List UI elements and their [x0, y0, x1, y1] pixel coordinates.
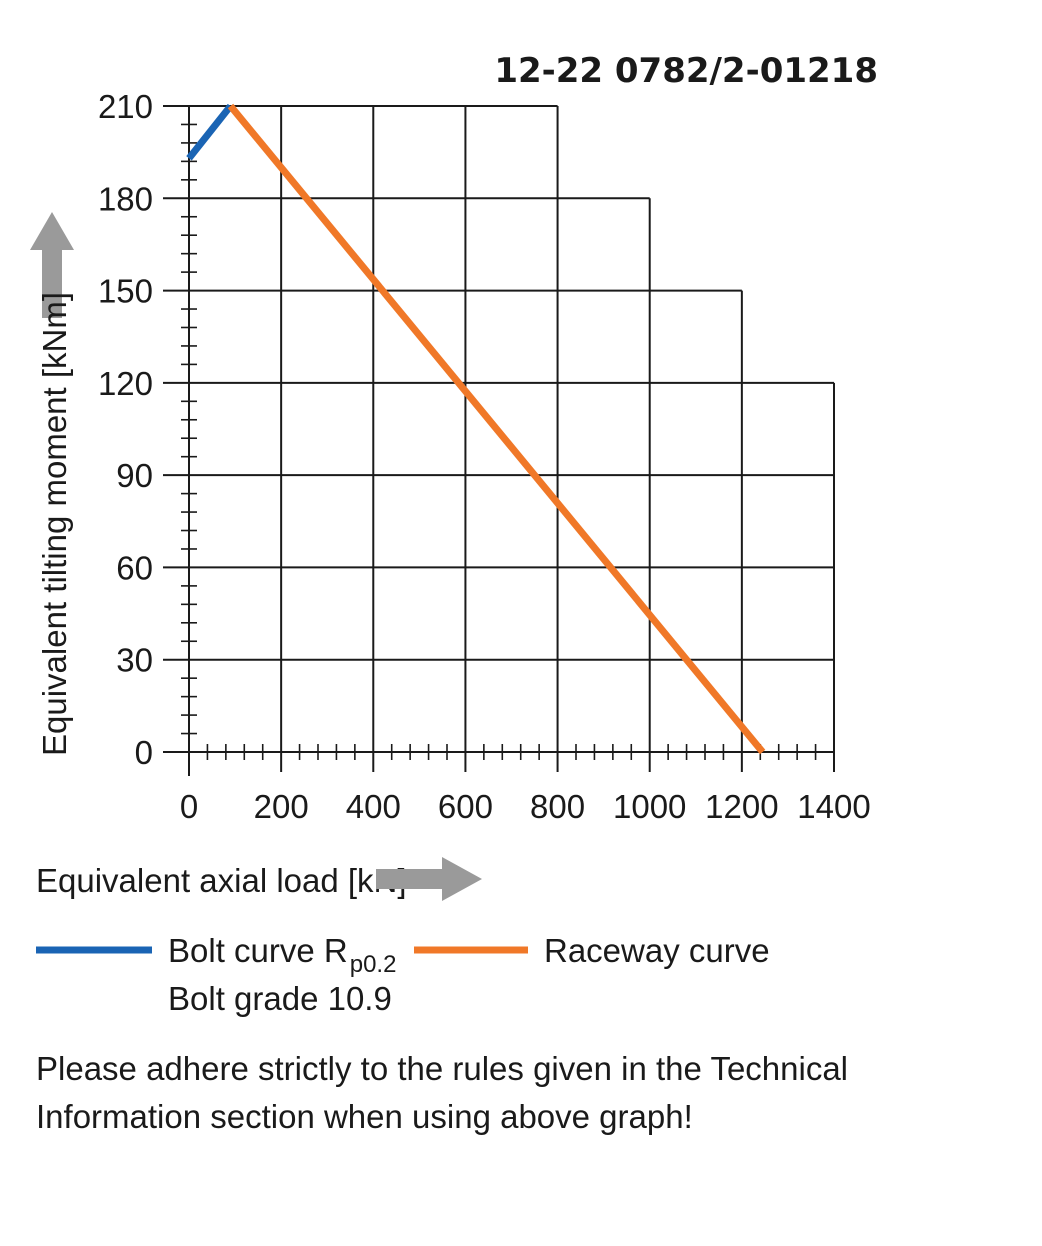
y-tick-label-60: 60	[116, 549, 153, 586]
y-axis-title: Equivalent tilting moment [kNm]	[36, 292, 73, 756]
y-tick-label-180: 180	[98, 180, 153, 217]
y-tick-label-0: 0	[135, 734, 153, 771]
y-tick-label-120: 120	[98, 365, 153, 402]
y-tick-label-30: 30	[116, 642, 153, 679]
note-line-1: Please adhere strictly to the rules give…	[36, 1050, 848, 1087]
x-tick-label-1200: 1200	[705, 788, 778, 825]
legend-label-bolt-grade: Bolt grade 10.9	[168, 980, 392, 1017]
legend-label-raceway: Raceway curve	[544, 932, 770, 969]
x-tick-label-1400: 1400	[797, 788, 870, 825]
y-tick-label-90: 90	[116, 457, 153, 494]
series-line-bolt	[186, 103, 234, 161]
note-line-2: Information section when using above gra…	[36, 1098, 693, 1135]
x-tick-label-800: 800	[530, 788, 585, 825]
right-arrow-icon	[376, 857, 482, 901]
x-axis-title: Equivalent axial load [kN]	[36, 862, 407, 899]
y-tick-label-150: 150	[98, 273, 153, 310]
legend-bolt-text: Bolt curve R	[168, 932, 348, 969]
up-arrow-icon	[30, 212, 74, 318]
x-tick-label-400: 400	[346, 788, 401, 825]
y-axis-ticks: 0 30 60 90 120 150 180 210	[98, 88, 153, 771]
x-tick-label-200: 200	[254, 788, 309, 825]
series-line-raceway	[227, 103, 766, 755]
x-tick-label-600: 600	[438, 788, 493, 825]
chart-grid	[163, 105, 835, 776]
chart-series	[186, 103, 766, 755]
x-axis-ticks: 0 200 400 600 800 1000 1200 1400	[180, 788, 871, 825]
usage-note: Please adhere strictly to the rules give…	[36, 1050, 848, 1135]
y-tick-label-210: 210	[98, 88, 153, 125]
chart-title: 12-22 0782/2-01218	[494, 51, 878, 91]
minor-ticks	[181, 123, 817, 760]
x-tick-label-0: 0	[180, 788, 198, 825]
x-tick-label-1000: 1000	[613, 788, 686, 825]
legend: Bolt curve Rp0.2 Bolt grade 10.9 Raceway…	[36, 932, 770, 1017]
legend-bolt-subscript: p0.2	[350, 951, 397, 978]
legend-label-bolt: Bolt curve Rp0.2	[168, 932, 396, 978]
y-axis-title-group: Equivalent tilting moment [kNm]	[30, 212, 74, 756]
x-axis-title-group: Equivalent axial load [kN]	[36, 857, 482, 901]
